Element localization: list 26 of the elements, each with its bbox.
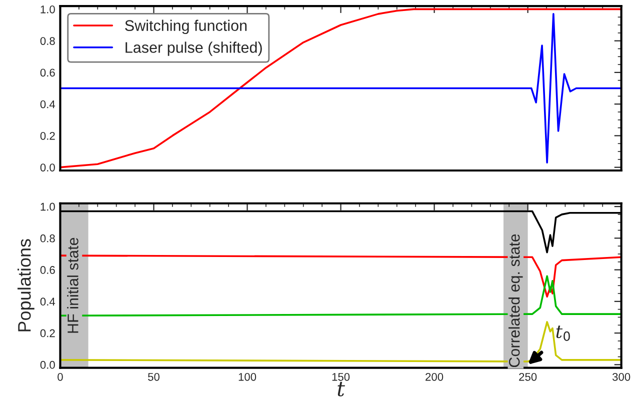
legend-label: Laser pulse (shifted) <box>126 42 262 56</box>
y-tick-label: 0.0 <box>40 164 55 172</box>
y-tick-label: 0.8 <box>40 234 55 242</box>
y-tick-label: 0.2 <box>40 329 55 338</box>
y-tick-label: 1.0 <box>40 5 55 14</box>
y-tick-label: 0.8 <box>40 37 55 45</box>
y-tick-label: 0.2 <box>40 132 55 140</box>
x-tick-label: 50 <box>148 372 160 381</box>
band-label: Correlated eq. state <box>508 234 523 368</box>
y-tick-label: 0.6 <box>40 266 55 274</box>
annotation: t$_{0}$ <box>556 326 570 341</box>
x-tick-label: 250 <box>519 372 537 381</box>
x-tick-label: 100 <box>238 372 256 381</box>
x-axis-title: t <box>338 382 345 396</box>
x-tick-label: 0 <box>58 372 63 381</box>
y-axis-title: Populations <box>18 239 34 332</box>
y-tick-label: 0.4 <box>40 100 56 108</box>
legend-label: Switching function <box>125 20 247 34</box>
x-tick-label: 300 <box>612 372 630 381</box>
x-tick-label: 200 <box>426 372 444 381</box>
x-tick-label: 150 <box>332 372 350 381</box>
y-tick-label: 1.0 <box>40 202 55 211</box>
y-tick-label: 0.0 <box>40 360 55 369</box>
y-tick-label: 0.4 <box>40 298 56 306</box>
y-tick-label: 0.6 <box>40 68 55 77</box>
band-label: HF initial state <box>67 238 78 333</box>
